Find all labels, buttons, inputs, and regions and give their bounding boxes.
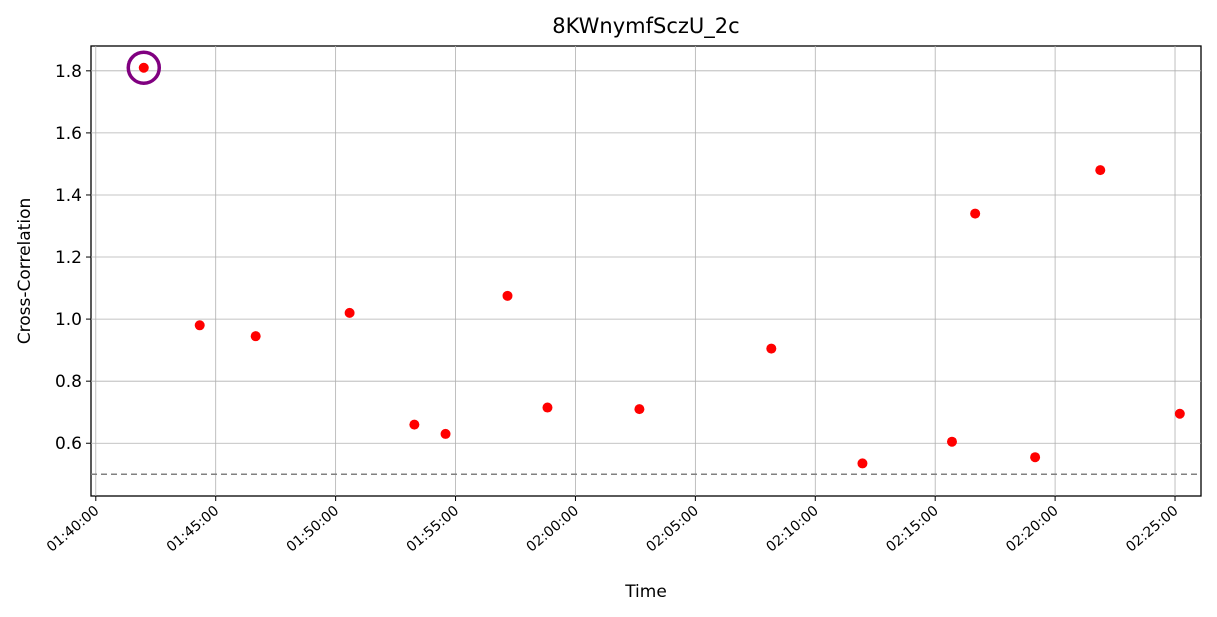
- y-tick-label: 1.2: [55, 248, 82, 268]
- data-point: [542, 402, 553, 413]
- x-tick-label: 02:20:00: [1003, 503, 1061, 556]
- x-tick-label: 02:25:00: [1123, 503, 1181, 556]
- data-point: [946, 436, 957, 447]
- data-point: [857, 458, 868, 469]
- y-tick-label: 1.6: [55, 124, 82, 144]
- grid: [91, 46, 1201, 496]
- chart-title: 8KWnymfSczU_2c: [552, 14, 739, 39]
- data-point: [440, 428, 451, 439]
- data-point: [634, 404, 645, 415]
- data-point: [1095, 165, 1106, 176]
- x-tick-label: 01:50:00: [284, 503, 342, 556]
- y-tick-label: 1.0: [55, 310, 82, 330]
- y-tick-label: 0.6: [55, 434, 82, 454]
- x-axis: 01:40:00 01:45:00 01:50:00 01:55:00 02:00:00…: [44, 496, 1182, 555]
- x-axis-label: Time: [624, 582, 667, 602]
- data-point: [1030, 452, 1041, 463]
- y-tick-label: 1.8: [55, 62, 82, 82]
- y-axis: 0.6 0.8 1.0 1.2 1.4 1.6 1.8: [55, 62, 91, 454]
- data-point: [1174, 408, 1185, 419]
- x-tick-label: 02:10:00: [763, 503, 821, 556]
- x-tick-label: 01:40:00: [44, 503, 102, 556]
- x-tick-label: 01:55:00: [404, 503, 462, 556]
- y-axis-label: Cross-Correlation: [15, 198, 35, 344]
- x-tick-label: 02:15:00: [883, 503, 941, 556]
- y-tick-label: 1.4: [55, 186, 82, 206]
- data-point: [250, 331, 261, 342]
- data-point: [409, 419, 420, 430]
- x-tick-label: 01:45:00: [164, 503, 222, 556]
- y-tick-label: 0.8: [55, 372, 82, 392]
- x-tick-label: 02:05:00: [643, 503, 701, 556]
- data-point: [766, 343, 777, 354]
- x-tick-label: 02:00:00: [524, 503, 582, 556]
- data-point: [344, 307, 355, 318]
- data-point: [138, 62, 149, 73]
- data-points: [126, 50, 1185, 469]
- plot-area: [90, 45, 1202, 497]
- highlight-ring: [126, 50, 162, 85]
- data-point: [194, 320, 205, 331]
- data-point: [502, 290, 513, 301]
- data-point: [970, 208, 981, 219]
